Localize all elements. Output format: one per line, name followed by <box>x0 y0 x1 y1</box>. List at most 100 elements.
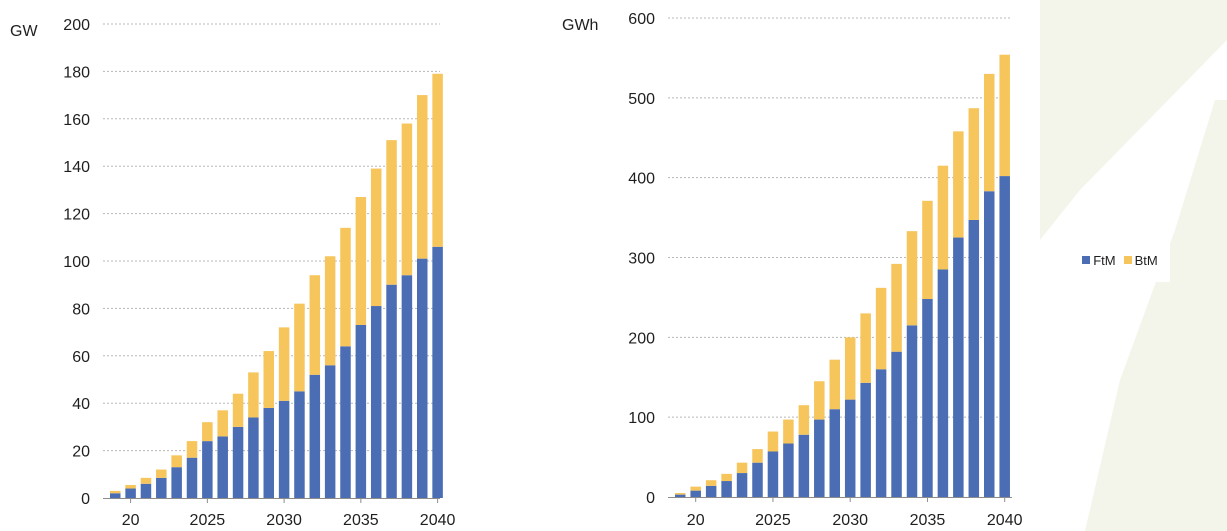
bar-btm-2036 <box>937 165 949 270</box>
legend-item-btm: BtM <box>1123 252 1158 268</box>
bar-btm-2022 <box>721 473 732 482</box>
bar-ftm-2035 <box>922 299 933 497</box>
y-unit-label: GWh <box>562 17 598 34</box>
background-decoration <box>1040 0 1227 531</box>
bar-btm-2039 <box>984 73 995 192</box>
bar-ftm-2032 <box>875 369 887 497</box>
bar-ftm-2034 <box>906 325 918 497</box>
y-tick-label: 0 <box>646 490 655 507</box>
deco-shape-right <box>1085 100 1227 531</box>
bar-btm-2029 <box>829 359 840 410</box>
bar-ftm-2027 <box>232 426 244 498</box>
x-tick-label: 2035 <box>343 512 379 529</box>
bar-btm-2031 <box>860 313 871 383</box>
bar-ftm-2023 <box>736 473 748 497</box>
bar-btm-2023 <box>736 462 748 474</box>
legend-swatch-btm <box>1123 256 1132 264</box>
bar-ftm-2026 <box>783 443 794 497</box>
bar-ftm-2037 <box>386 284 397 498</box>
x-tick-label: 2025 <box>190 512 226 529</box>
legend-item-ftm: FtM <box>1082 252 1116 268</box>
bar-btm-2028 <box>248 372 259 418</box>
bar-btm-2033 <box>324 256 336 366</box>
y-tick-label: 400 <box>628 171 655 188</box>
bar-btm-2030 <box>844 337 856 400</box>
bar-ftm-2034 <box>340 346 351 498</box>
bar-btm-2020 <box>690 486 701 491</box>
x-tick-label: 2030 <box>266 512 302 529</box>
bar-ftm-2030 <box>278 400 290 498</box>
bar-btm-2037 <box>953 131 964 238</box>
bar-ftm-2037 <box>953 237 964 497</box>
y-unit-label: GW <box>10 23 38 40</box>
bar-btm-2025 <box>202 422 213 442</box>
y-tick-label: 180 <box>63 64 90 81</box>
bar-ftm-2028 <box>248 417 259 498</box>
y-tick-label: 600 <box>628 11 655 28</box>
bar-ftm-2019 <box>110 493 121 498</box>
bar-ftm-2040 <box>999 176 1010 497</box>
bar-btm-2021 <box>705 480 717 486</box>
bar-btm-2019 <box>110 490 121 494</box>
bar-btm-2025 <box>767 431 779 452</box>
bar-ftm-2030 <box>844 399 856 497</box>
bar-btm-2024 <box>752 449 763 463</box>
bar-btm-2035 <box>922 200 933 300</box>
y-tick-label: 160 <box>63 112 90 129</box>
bar-btm-2034 <box>340 227 351 347</box>
bar-btm-2028 <box>814 381 825 420</box>
bar-btm-2038 <box>968 108 980 220</box>
y-tick-label: 60 <box>72 349 90 366</box>
bar-ftm-2039 <box>984 191 995 497</box>
bar-btm-2035 <box>355 197 367 325</box>
legend: FtM BtM <box>1070 238 1170 282</box>
bar-btm-2032 <box>309 275 321 375</box>
legend-label-btm: BtM <box>1134 252 1158 268</box>
bar-btm-2020 <box>125 484 136 489</box>
bar-ftm-2028 <box>814 419 825 497</box>
y-tick-label: 80 <box>72 301 90 318</box>
bar-btm-2038 <box>401 123 413 276</box>
bar-ftm-2035 <box>355 324 367 498</box>
bar-ftm-2026 <box>217 436 228 498</box>
bar-ftm-2025 <box>767 451 779 497</box>
bar-btm-2022 <box>156 469 167 478</box>
bar-btm-2029 <box>263 351 274 408</box>
bar-btm-2027 <box>232 393 244 427</box>
bar-ftm-2024 <box>752 462 763 497</box>
bar-ftm-2027 <box>798 434 810 497</box>
bar-ftm-2036 <box>370 306 382 498</box>
x-tick-label: 2025 <box>755 512 791 529</box>
bar-ftm-2022 <box>156 477 167 498</box>
bar-btm-2039 <box>417 95 428 259</box>
y-tick-label: 100 <box>628 410 655 427</box>
bar-ftm-2033 <box>891 351 902 497</box>
deco-shape-top <box>1040 0 1227 240</box>
bar-ftm-2019 <box>675 494 686 497</box>
legend-swatch-ftm <box>1082 256 1091 264</box>
bar-btm-2036 <box>370 168 382 307</box>
x-tick-label: 2035 <box>910 512 946 529</box>
y-tick-label: 200 <box>628 330 655 347</box>
bar-ftm-2024 <box>186 457 198 498</box>
bar-ftm-2020 <box>125 488 136 498</box>
bar-ftm-2031 <box>860 382 871 497</box>
y-tick-label: 500 <box>628 91 655 108</box>
y-tick-label: 0 <box>81 491 90 508</box>
bar-ftm-2029 <box>829 409 840 497</box>
bar-btm-2030 <box>278 327 290 401</box>
legend-label-ftm: FtM <box>1093 252 1116 268</box>
y-tick-label: 300 <box>628 251 655 268</box>
y-tick-label: 120 <box>63 207 90 224</box>
x-tick-label: 2030 <box>832 512 868 529</box>
bar-ftm-2021 <box>140 483 152 498</box>
y-tick-label: 20 <box>72 444 90 461</box>
bar-btm-2026 <box>217 410 228 437</box>
x-tick-label: 20 <box>687 512 705 529</box>
bar-ftm-2038 <box>401 275 413 498</box>
bar-btm-2033 <box>891 263 902 352</box>
bar-btm-2024 <box>186 441 198 458</box>
bar-ftm-2031 <box>294 391 305 498</box>
